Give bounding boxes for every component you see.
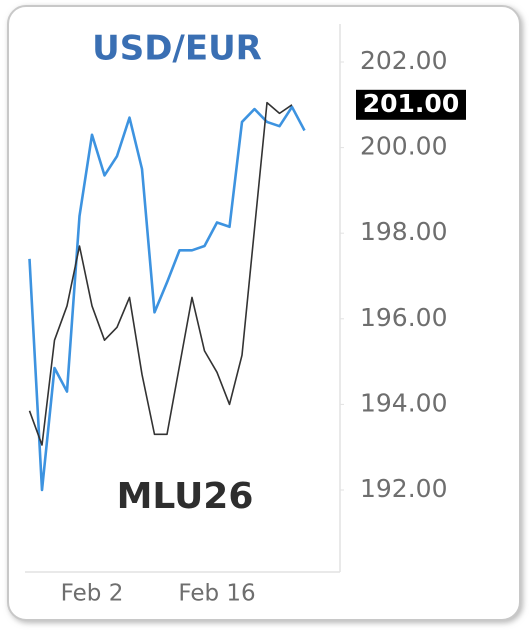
y-tick-label: 194.00 <box>360 388 447 417</box>
y-tick-label: 202.00 <box>360 46 447 75</box>
chart-title: USD/EUR <box>92 29 262 69</box>
y-tick-label: 198.00 <box>360 217 447 246</box>
price-line <box>28 101 293 446</box>
x-tick-label: Feb 2 <box>61 581 124 607</box>
y-tick-label: 196.00 <box>360 303 447 332</box>
x-tick-label: Feb 16 <box>178 581 255 607</box>
card <box>7 5 521 621</box>
y-tick-label: 192.00 <box>360 474 447 503</box>
y-tick-label: 200.00 <box>360 132 447 161</box>
plot-area <box>28 101 306 492</box>
price-marker-label: 201.00 <box>363 89 459 118</box>
price-line <box>28 105 306 492</box>
contract-label: MLU26 <box>117 476 254 517</box>
price-marker-box <box>356 89 466 120</box>
